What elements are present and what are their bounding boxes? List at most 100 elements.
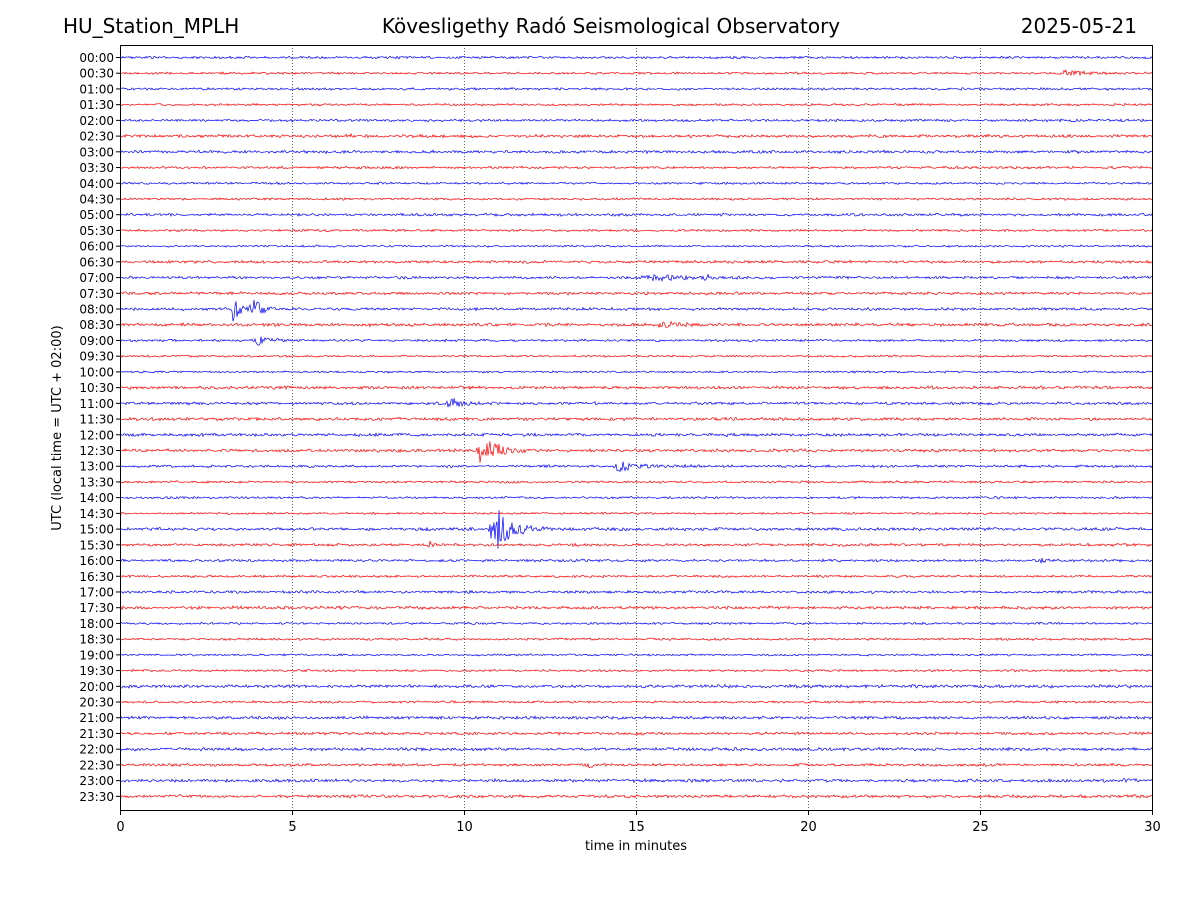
seismic-trace: [119, 432, 1153, 438]
seismic-trace: [119, 558, 1153, 565]
row-time-label: 18:00: [79, 617, 114, 631]
seismic-trace: [119, 290, 1153, 296]
seismic-trace: [119, 540, 1153, 548]
row-time-label: 19:30: [79, 664, 114, 678]
row-time-label: 01:30: [79, 98, 114, 112]
row-time-label: 02:30: [79, 130, 114, 144]
x-tick-label: 0: [116, 820, 124, 835]
seismic-trace: [119, 574, 1153, 579]
x-tick-label: 10: [456, 820, 473, 835]
seismic-trace: [119, 715, 1153, 721]
seismic-trace: [119, 385, 1153, 391]
row-time-label: 08:30: [79, 318, 114, 332]
row-time-label: 16:00: [79, 554, 114, 568]
seismic-trace: [119, 320, 1153, 329]
seismic-trace: [119, 441, 1153, 463]
row-time-label: 07:00: [79, 271, 114, 285]
row-time-label: 13:00: [79, 460, 114, 474]
seismic-trace: [120, 637, 1153, 642]
row-time-label: 06:00: [79, 240, 114, 254]
row-time-label: 10:30: [79, 381, 114, 395]
seismic-trace: [119, 762, 1153, 769]
record-date: 2025-05-21: [1020, 14, 1137, 38]
seismic-trace: [119, 212, 1153, 217]
seismic-trace: [119, 461, 1153, 473]
trace-layer: [119, 55, 1153, 799]
x-tick-label: 15: [628, 820, 645, 835]
seismic-trace: [119, 700, 1153, 704]
seismic-trace: [119, 336, 1153, 346]
seismic-trace: [119, 55, 1153, 60]
row-time-label: 18:30: [79, 633, 114, 647]
seismic-trace: [119, 149, 1153, 155]
observatory-title: Kövesligethy Radó Seismological Observat…: [381, 14, 841, 38]
row-time-label: 04:30: [79, 192, 114, 206]
row-time-label: 12:30: [79, 444, 114, 458]
seismic-trace: [119, 777, 1153, 784]
row-time-label: 17:30: [79, 601, 114, 615]
seismic-trace: [119, 416, 1153, 422]
seismic-trace: [119, 354, 1153, 358]
x-tick-label: 30: [1144, 820, 1161, 835]
row-time-label: 20:30: [79, 696, 114, 710]
seismic-trace: [119, 69, 1153, 77]
seismic-trace: [119, 653, 1153, 657]
row-time-label: 15:00: [79, 523, 114, 537]
row-time-label: 20:00: [79, 680, 114, 694]
x-tick-label: 25: [972, 820, 989, 835]
seismic-trace: [119, 683, 1153, 689]
seismic-trace: [119, 259, 1153, 265]
seismic-trace: [119, 86, 1153, 91]
x-axis-label: time in minutes: [585, 839, 687, 854]
seismic-trace: [119, 510, 1153, 549]
row-time-label: 03:00: [79, 145, 114, 159]
x-tick-label: 5: [288, 820, 296, 835]
seismic-trace: [119, 589, 1153, 595]
seismic-trace: [119, 132, 1153, 139]
row-time-label: 21:30: [79, 727, 114, 741]
seismic-trace: [119, 605, 1153, 611]
seismic-trace: [119, 398, 1153, 408]
seismic-trace: [119, 181, 1153, 186]
y-axis-label: UTC (local time = UTC + 02:00): [50, 325, 65, 530]
row-time-label: 03:30: [79, 161, 114, 175]
row-time-label: 17:00: [79, 585, 114, 599]
seismic-trace: [119, 495, 1153, 500]
row-time-label: 00:30: [79, 67, 114, 81]
row-time-label: 11:30: [79, 413, 114, 427]
row-time-label: 15:30: [79, 538, 114, 552]
seismic-trace: [119, 746, 1153, 752]
row-time-label: 09:30: [79, 350, 114, 364]
seismic-trace: [119, 511, 1153, 516]
seismic-trace: [119, 102, 1153, 107]
row-time-label: 05:00: [79, 208, 114, 222]
seismic-trace: [119, 621, 1153, 626]
seismic-trace: [119, 244, 1153, 248]
row-time-label: 00:00: [79, 51, 114, 65]
seismic-trace: [119, 299, 1153, 322]
row-time-label: 12:00: [79, 428, 114, 442]
row-time-label: 07:30: [79, 287, 114, 301]
row-time-label: 14:30: [79, 507, 114, 521]
seismic-trace: [120, 197, 1153, 201]
row-time-label: 23:30: [79, 790, 114, 804]
row-time-label: 02:00: [79, 114, 114, 128]
station-name: HU_Station_MPLH: [63, 14, 240, 38]
row-time-label: 23:00: [79, 774, 114, 788]
row-time-label: 22:30: [79, 758, 114, 772]
plot-frame: [120, 45, 1153, 811]
seismic-trace: [119, 480, 1153, 484]
row-time-label: 21:00: [79, 711, 114, 725]
row-time-label: 04:00: [79, 177, 114, 191]
row-time-label: 10:00: [79, 365, 114, 379]
row-time-label: 06:30: [79, 255, 114, 269]
x-tick-label: 20: [800, 820, 817, 835]
row-time-label: 19:00: [79, 648, 114, 662]
seismic-trace: [119, 370, 1153, 374]
row-time-label: 05:30: [79, 224, 114, 238]
seismic-trace: [119, 668, 1153, 673]
row-time-label: 09:00: [79, 334, 114, 348]
